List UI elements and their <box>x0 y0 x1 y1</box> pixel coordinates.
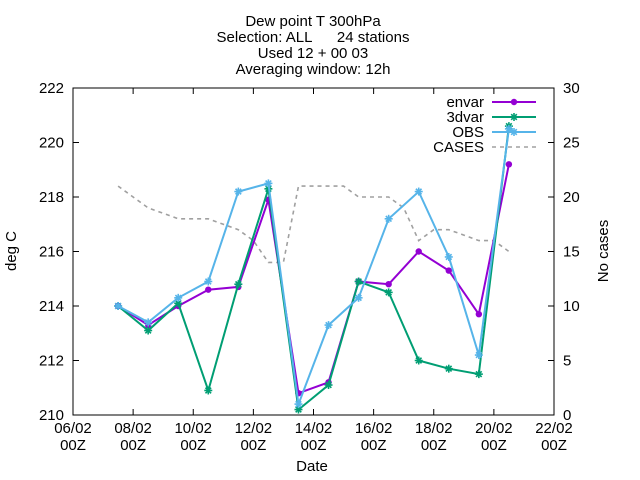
x-tick-label: 22/02 <box>535 420 573 437</box>
x-tick-label-time: 00Z <box>481 437 507 454</box>
x-tick-label: 08/02 <box>114 420 152 437</box>
x-tick-label: 14/02 <box>295 420 333 437</box>
x-tick-label-time: 00Z <box>120 437 146 454</box>
x-tick-label: 20/02 <box>475 420 513 437</box>
data-point-envar <box>505 161 513 168</box>
y-tick-label: 220 <box>39 135 64 152</box>
x-tick-label: 18/02 <box>415 420 453 437</box>
data-point-obs <box>114 302 123 310</box>
data-point-obs <box>264 179 273 188</box>
y2-tick-label: 20 <box>563 189 580 206</box>
y2-axis-ticks: 0 5 10 15 20 25 30 <box>548 80 580 424</box>
y-axis-ticks: 210 212 214 216 218 220 222 <box>39 80 79 424</box>
series-3dvar <box>114 122 513 414</box>
data-point-3dvar <box>354 277 363 286</box>
x-tick-label: 06/02 <box>54 420 92 437</box>
data-point-envar <box>415 248 422 255</box>
series-cases <box>117 185 510 264</box>
legend-marker-envar <box>510 98 518 106</box>
data-point-3dvar <box>144 326 153 335</box>
series-obs <box>114 124 513 409</box>
data-point-3dvar <box>414 356 423 365</box>
y2-tick-label: 0 <box>563 407 571 424</box>
data-point-obs <box>414 187 423 196</box>
title-line-3: Used 12 + 00 03 <box>258 45 369 62</box>
x-tick-label-time: 00Z <box>541 437 567 454</box>
data-point-3dvar <box>474 370 483 379</box>
legend-label-obs: OBS <box>452 124 484 141</box>
data-point-3dvar <box>324 381 333 390</box>
data-point-obs <box>204 277 213 286</box>
data-point-3dvar <box>384 288 393 297</box>
x-tick-label-time: 00Z <box>361 437 387 454</box>
data-point-3dvar <box>444 364 453 373</box>
x-tick-label-time: 00Z <box>421 437 447 454</box>
x-tick-label: 12/02 <box>235 420 273 437</box>
data-point-envar <box>385 281 392 288</box>
x-axis-label: Date <box>296 458 328 475</box>
series-line-cases <box>117 185 510 264</box>
chart-title: Dew point T 300hPa Selection: ALL 24 sta… <box>217 13 410 78</box>
y2-tick-label: 5 <box>563 353 571 370</box>
x-tick-label-time: 00Z <box>301 437 327 454</box>
data-point-envar <box>205 286 212 293</box>
data-point-3dvar <box>204 386 213 395</box>
y-axis-label: deg C <box>3 231 20 271</box>
x-tick-label: 16/02 <box>355 420 393 437</box>
data-point-obs <box>294 400 303 409</box>
title-line-2: Selection: ALL 24 stations <box>217 29 410 46</box>
legend-marker-obs <box>510 128 518 136</box>
y2-tick-label: 30 <box>563 80 580 97</box>
data-point-obs <box>144 318 153 327</box>
x-tick-label-time: 00Z <box>60 437 86 454</box>
series-layer <box>114 122 513 414</box>
series-line-obs <box>117 128 510 405</box>
y-tick-label: 210 <box>39 407 64 424</box>
legend-entry-envar: envar <box>446 94 536 111</box>
series-line-envar <box>117 164 510 395</box>
data-point-obs <box>324 321 333 330</box>
legend-entry-obs: OBS <box>452 124 536 141</box>
y2-tick-label: 15 <box>563 244 580 261</box>
data-point-obs <box>384 214 393 223</box>
legend-entry-3dvar: 3dvar <box>446 109 536 126</box>
y-tick-label: 212 <box>39 353 64 370</box>
x-tick-label-time: 00Z <box>240 437 266 454</box>
data-point-obs <box>444 252 453 261</box>
data-point-3dvar <box>174 299 183 308</box>
x-axis-ticks: 06/0200Z08/0200Z10/0200Z12/0200Z14/0200Z… <box>54 88 573 454</box>
data-point-3dvar <box>234 280 243 289</box>
data-point-envar <box>445 267 452 274</box>
legend-label-cases: CASES <box>433 139 484 156</box>
y2-tick-label: 25 <box>563 135 580 152</box>
data-point-obs <box>474 351 483 360</box>
y-tick-label: 222 <box>39 80 64 97</box>
legend-marker-3dvar <box>510 113 518 121</box>
title-line-4: Averaging window: 12h <box>236 61 391 78</box>
data-point-obs <box>234 187 243 196</box>
data-point-3dvar <box>294 405 303 414</box>
y-tick-label: 216 <box>39 244 64 261</box>
title-line-1: Dew point T 300hPa <box>245 13 381 30</box>
series-line-3dvar <box>117 126 510 412</box>
legend-label-3dvar: 3dvar <box>446 109 484 126</box>
y-tick-label: 214 <box>39 298 64 315</box>
legend-label-envar: envar <box>446 94 484 111</box>
data-point-obs <box>174 293 183 302</box>
data-point-obs <box>354 293 363 302</box>
x-tick-label: 10/02 <box>174 420 212 437</box>
legend-entry-cases: CASES <box>433 139 536 156</box>
data-point-envar <box>475 310 483 318</box>
x-tick-label-time: 00Z <box>180 437 206 454</box>
y-tick-label: 218 <box>39 189 64 206</box>
y2-axis-label: No cases <box>595 220 612 283</box>
y2-tick-label: 10 <box>563 298 580 315</box>
